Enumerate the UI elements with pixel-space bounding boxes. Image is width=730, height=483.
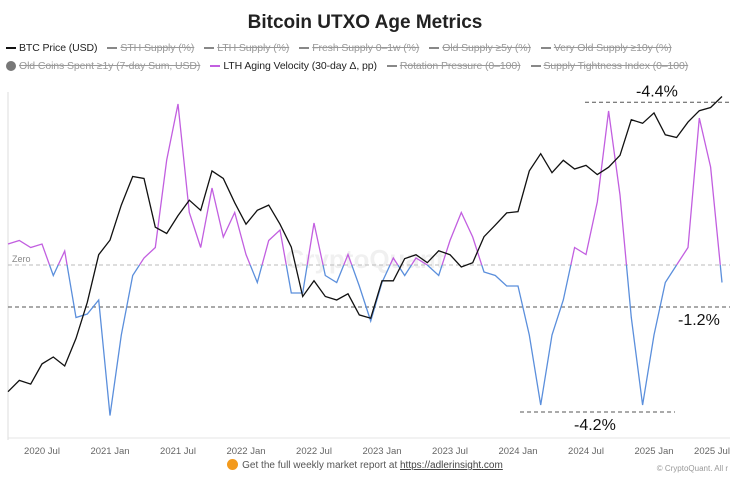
- legend-line-icon: [299, 47, 310, 49]
- legend-line-icon: [204, 47, 215, 49]
- legend-label: Rotation Pressure (0–100): [399, 60, 521, 72]
- legend-label: Old Supply ≥5y (%): [442, 42, 531, 54]
- x-tick-label: 2025 Jul: [694, 446, 730, 457]
- legend-line-icon: [540, 47, 551, 49]
- legend-label: Old Coins Spent ≥1y (7-day Sum, USD): [19, 60, 201, 72]
- annotation-label: -1.2%: [678, 312, 720, 329]
- series-line-btc-price: [7, 96, 723, 393]
- legend-item[interactable]: LTH Supply (%): [204, 40, 289, 56]
- legend-label: Supply Tightness Index (0–100): [543, 60, 689, 72]
- coin-icon: [227, 459, 239, 470]
- x-tick-label: 2020 Jul: [24, 446, 60, 457]
- x-tick-label: 2024 Jul: [568, 446, 604, 457]
- legend-item[interactable]: STH Supply (%): [107, 40, 194, 56]
- legend-label: Fresh Supply 0–1w (%): [312, 42, 420, 54]
- x-tick-label: 2022 Jan: [226, 446, 265, 457]
- legend-dot-icon: [6, 61, 16, 71]
- legend-line-icon: [6, 47, 16, 49]
- legend-line-icon: [107, 47, 118, 49]
- series-line-velocity-negative: [48, 265, 723, 416]
- legend-item[interactable]: BTC Price (USD): [6, 40, 98, 56]
- reference-label: Zero: [12, 254, 31, 264]
- legend-label: BTC Price (USD): [19, 42, 98, 54]
- legend-line-icon: [386, 65, 397, 67]
- legend: BTC Price (USD) STH Supply (%) LTH Supply …: [6, 40, 724, 74]
- legend-item[interactable]: Old Coins Spent ≥1y (7-day Sum, USD): [6, 58, 200, 74]
- legend-label: LTH Supply (%): [217, 42, 290, 54]
- legend-label: STH Supply (%): [120, 42, 195, 54]
- annotation-label: -4.4%: [636, 83, 678, 100]
- x-tick-label: 2021 Jul: [160, 446, 196, 457]
- legend-label: Very Old Supply ≥10y (%): [553, 42, 672, 54]
- x-tick-label: 2025 Jan: [634, 446, 673, 457]
- annotation-label: -4.2%: [574, 417, 616, 434]
- series-line-velocity-positive: [7, 103, 721, 265]
- x-tick-label: 2023 Jul: [432, 446, 468, 457]
- legend-item[interactable]: Old Supply ≥5y (%): [429, 40, 531, 56]
- legend-label: LTH Aging Velocity (30-day Δ, pp): [223, 60, 377, 72]
- legend-item[interactable]: LTH Aging Velocity (30-day Δ, pp): [210, 58, 377, 74]
- legend-item[interactable]: Rotation Pressure (0–100): [386, 58, 521, 74]
- x-tick-label: 2021 Jan: [90, 446, 129, 457]
- x-tick-label: 2024 Jan: [498, 446, 537, 457]
- chart-title: Bitcoin UTXO Age Metrics: [247, 12, 483, 33]
- x-tick-label: 2022 Jul: [296, 446, 332, 457]
- copyright: © CryptoQuant. All r: [656, 464, 728, 473]
- legend-item[interactable]: Supply Tightness Index (0–100): [530, 58, 689, 74]
- legend-item[interactable]: Fresh Supply 0–1w (%): [299, 40, 419, 56]
- legend-line-icon: [429, 47, 440, 49]
- x-tick-label: 2023 Jan: [362, 446, 401, 457]
- report-link[interactable]: https://adlerinsight.com: [400, 460, 503, 471]
- footer: Get the full weekly market report at htt…: [0, 459, 730, 471]
- legend-line-icon: [530, 65, 541, 67]
- footer-text: Get the full weekly market report at: [242, 460, 400, 471]
- legend-item[interactable]: Very Old Supply ≥10y (%): [540, 40, 672, 56]
- legend-line-icon: [210, 65, 221, 67]
